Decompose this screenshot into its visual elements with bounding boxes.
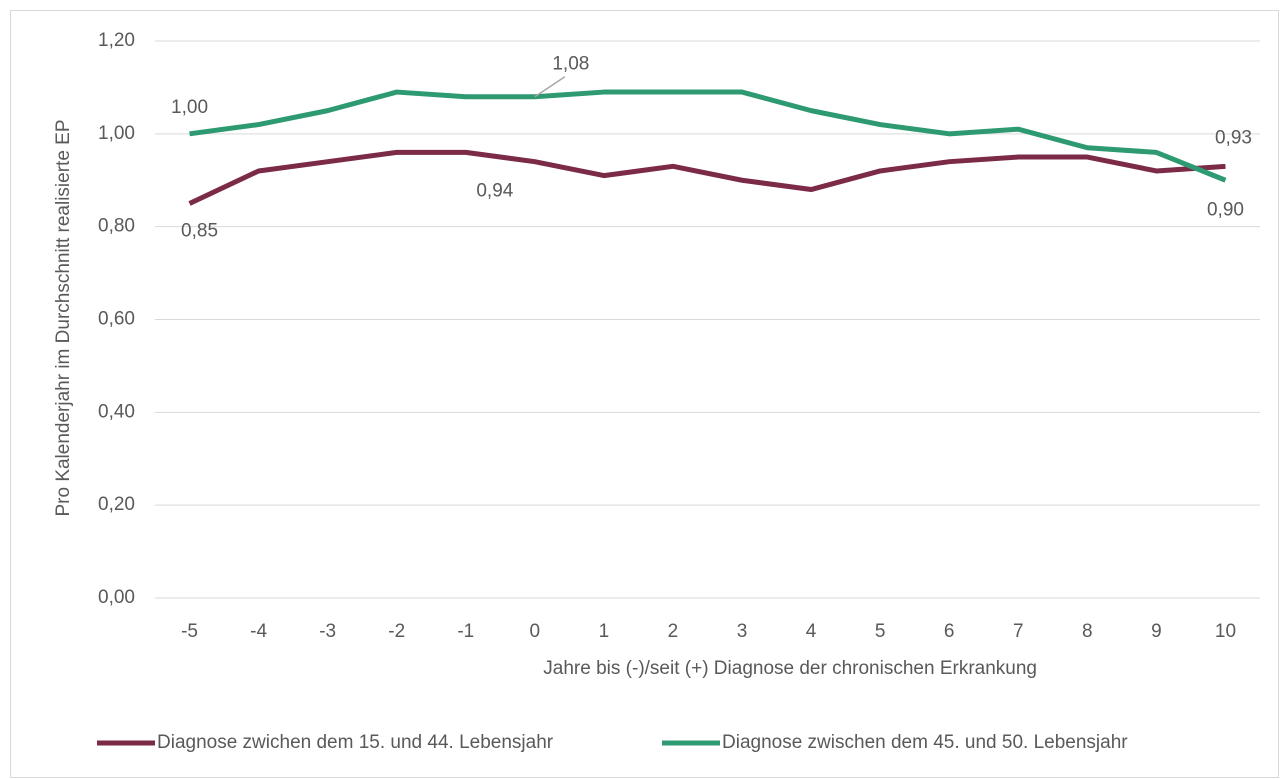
x-tick-label: 6 — [944, 621, 955, 642]
data-label: 0,90 — [1207, 199, 1244, 220]
x-tick-label: -4 — [250, 621, 267, 642]
x-tick-label: -1 — [457, 621, 474, 642]
x-tick-label: 1 — [599, 621, 610, 642]
y-tick-label: 0,80 — [98, 216, 135, 237]
x-tick-label: -5 — [181, 621, 198, 642]
y-axis-title: Pro Kalenderjahr im Durchschnitt realisi… — [53, 119, 74, 516]
data-label: 0,94 — [476, 181, 513, 202]
data-label: 1,08 — [552, 54, 589, 75]
x-tick-label: 7 — [1013, 621, 1024, 642]
leader-line — [534, 76, 566, 98]
x-tick-label: 2 — [668, 621, 679, 642]
chart-border — [10, 10, 1279, 778]
y-tick-label: 0,60 — [98, 309, 135, 330]
x-tick-label: 9 — [1151, 621, 1162, 642]
x-tick-label: -3 — [319, 621, 336, 642]
y-tick-label: 0,20 — [98, 494, 135, 515]
y-tick-label: 0,40 — [98, 401, 135, 422]
x-axis-title: Jahre bis (-)/seit (+) Diagnose der chro… — [543, 658, 1037, 679]
x-tick-label: 10 — [1215, 621, 1236, 642]
y-tick-label: 0,00 — [98, 587, 135, 608]
x-tick-label: -2 — [388, 621, 405, 642]
x-tick-label: 0 — [530, 621, 541, 642]
line-series — [189, 89, 1227, 183]
legend-label: Diagnose zwischen dem 45. und 50. Lebens… — [722, 732, 1128, 753]
data-label: 0,93 — [1215, 127, 1252, 148]
x-tick-label: 4 — [806, 621, 817, 642]
y-tick-label: 1,20 — [98, 30, 135, 51]
y-tick-label: 1,00 — [98, 123, 135, 144]
x-tick-label: 5 — [875, 621, 886, 642]
data-label: 1,00 — [171, 97, 208, 118]
x-tick-label: 3 — [737, 621, 748, 642]
data-label: 0,85 — [181, 220, 218, 241]
legend-label: Diagnose zwichen dem 15. und 44. Lebensj… — [157, 732, 554, 753]
line-series — [188, 149, 1226, 206]
x-tick-label: 8 — [1082, 621, 1093, 642]
